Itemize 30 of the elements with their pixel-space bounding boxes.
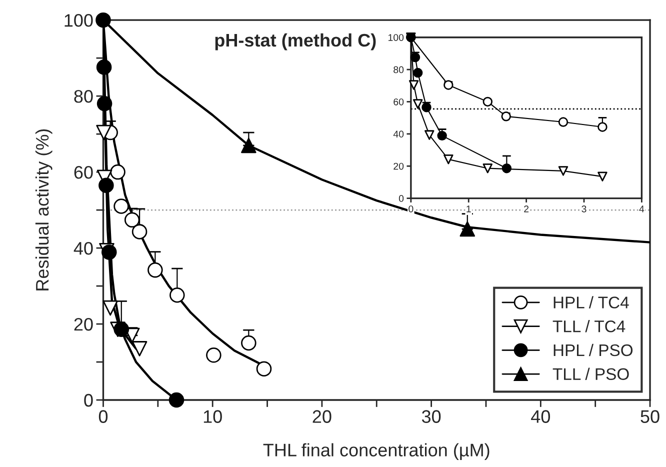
x-axis-title: THL final concentration (µM)	[263, 443, 490, 460]
x-tick-label: 50	[640, 410, 660, 423]
x-tick-label: 0	[408, 205, 414, 212]
y-tick-label: 40	[393, 130, 404, 138]
x-tick-label: 20	[312, 410, 332, 423]
legend-label: TLL / PSO	[552, 368, 629, 380]
x-tick-label: 1	[466, 206, 471, 212]
y-tick-label: 100	[64, 14, 93, 27]
x-tick-label: 40	[531, 410, 550, 423]
x-tick-label: 10	[204, 410, 222, 423]
legend-label: TLL / TC4	[552, 320, 626, 332]
y-tick-label: 80	[74, 90, 93, 103]
y-tick-label: 80	[394, 66, 404, 74]
y-tick-label: 0	[398, 195, 404, 202]
legend-label: HPL / TC4	[554, 296, 629, 308]
text: pH-stat (method C)	[215, 33, 376, 50]
x-tick-label: 4	[639, 206, 644, 212]
x-tick-label: 0	[98, 410, 108, 423]
y-tick-label: 40	[74, 242, 93, 255]
x-tick-label: 30	[422, 410, 441, 423]
x-tick-label: 2	[524, 205, 529, 212]
y-axis-title: Residual activity (%)	[35, 129, 52, 290]
y-tick-label: 60	[74, 166, 93, 179]
y-tick-label: 20	[74, 318, 93, 331]
x-tick-label: 3	[582, 205, 586, 212]
legend-label: HPL / PSO	[554, 344, 633, 356]
y-tick-label: 0	[84, 394, 93, 407]
y-tick-label: 20	[394, 162, 404, 170]
y-tick-label: 100	[388, 34, 404, 41]
y-tick-label: 60	[394, 98, 404, 106]
